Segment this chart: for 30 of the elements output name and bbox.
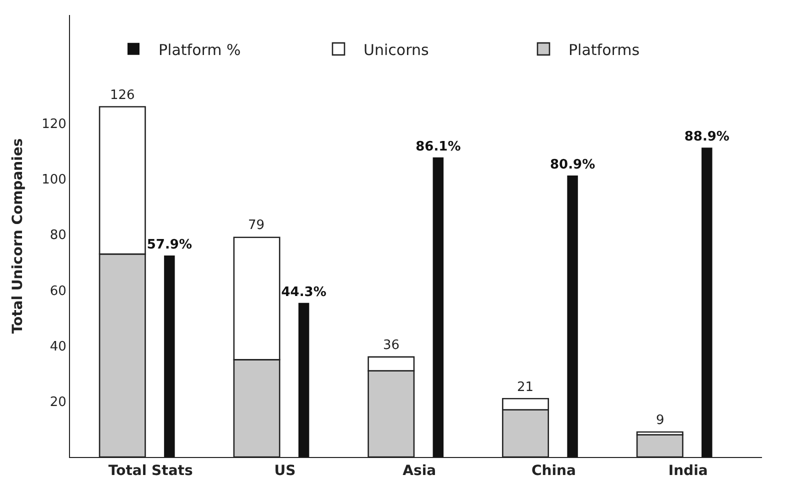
total-label: 79 — [248, 218, 265, 233]
total-label: 21 — [517, 380, 534, 395]
y-tick-label: 40 — [50, 339, 66, 354]
data-label: 57.9% — [146, 237, 192, 252]
total-label: 126 — [110, 88, 135, 103]
x-tick-label: US — [274, 462, 296, 479]
legend-label: Unicorns — [364, 40, 429, 59]
y-tick-label: 120 — [42, 116, 66, 132]
bar — [164, 255, 175, 457]
legend-label: Platform % — [158, 40, 241, 59]
bar — [298, 302, 310, 457]
data-label: 88.9% — [684, 130, 730, 145]
x-tick-label: Asia — [402, 462, 436, 479]
x-tick-label: Total Stats — [108, 462, 193, 479]
legend-label: Platforms — [568, 40, 640, 59]
data-label: 86.1% — [416, 139, 461, 154]
data-label: 80.9% — [550, 157, 596, 172]
bar — [702, 148, 712, 457]
x-tick-label: China — [531, 462, 576, 479]
data-label: 44.3% — [281, 284, 326, 300]
bar — [567, 175, 578, 457]
y-axis-title: Total Unicorn Companies — [10, 138, 26, 334]
x-tick-label: India — [668, 462, 708, 479]
y-tick-label: 80 — [50, 228, 66, 244]
total-label: 9 — [656, 413, 664, 428]
total-label: 36 — [383, 338, 400, 353]
y-tick-label: 100 — [42, 172, 66, 188]
y-tick-label: 60 — [50, 284, 66, 299]
bar — [432, 157, 444, 457]
y-tick-label: 20 — [50, 394, 66, 410]
